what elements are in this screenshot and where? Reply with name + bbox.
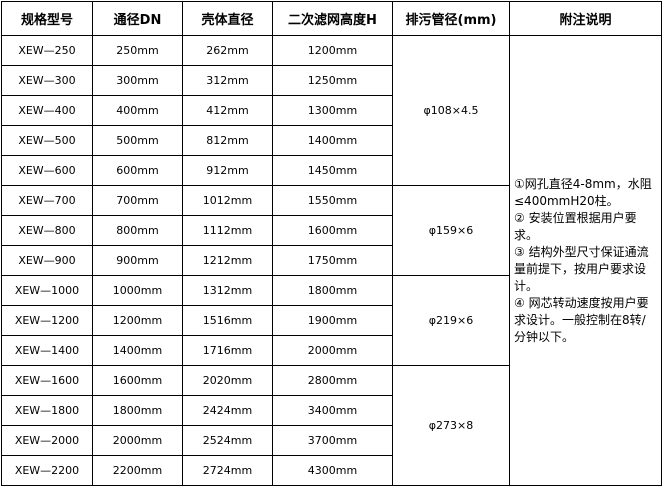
header-shell-diameter: 壳体直径 bbox=[182, 1, 273, 36]
table-row: XEW—600 600mm 912mm 1450mm bbox=[1, 155, 662, 186]
cell-shell-diameter: 1716mm bbox=[182, 335, 273, 366]
header-row: 规格型号 通径DN 壳体直径 二次滤网高度H 排污管径(mm) 附注说明 bbox=[1, 1, 662, 36]
cell-drain-pipe: φ159×6 bbox=[392, 185, 510, 276]
cell-shell-diameter: 2424mm bbox=[182, 395, 273, 426]
table-row: XEW—500 500mm 812mm 1400mm bbox=[1, 125, 662, 156]
cell-model: XEW—2000 bbox=[1, 425, 93, 456]
cell-diameter-dn: 1200mm bbox=[92, 305, 183, 336]
cell-model: XEW—1600 bbox=[1, 365, 93, 396]
cell-filter-height: 1600mm bbox=[272, 215, 393, 246]
cell-model: XEW—600 bbox=[1, 155, 93, 186]
cell-filter-height: 1900mm bbox=[272, 305, 393, 336]
notes-cell: ①网孔直径4-8mm，水阻≤400mmH20柱。 ② 安装位置根据用户要求。 ③ 结… bbox=[509, 35, 662, 486]
cell-filter-height: 3700mm bbox=[272, 425, 393, 456]
cell-shell-diameter: 812mm bbox=[182, 125, 273, 156]
cell-model: XEW—700 bbox=[1, 185, 93, 216]
cell-diameter-dn: 900mm bbox=[92, 245, 183, 276]
header-filter-height: 二次滤网高度H bbox=[272, 1, 393, 36]
cell-filter-height: 1200mm bbox=[272, 35, 393, 66]
cell-drain-pipe: φ273×8 bbox=[392, 365, 510, 486]
cell-filter-height: 2800mm bbox=[272, 365, 393, 396]
cell-model: XEW—800 bbox=[1, 215, 93, 246]
note-item: ② 安装位置根据用户要求。 bbox=[514, 210, 637, 242]
cell-filter-height: 1300mm bbox=[272, 95, 393, 126]
cell-diameter-dn: 2000mm bbox=[92, 425, 183, 456]
cell-filter-height: 1550mm bbox=[272, 185, 393, 216]
header-notes: 附注说明 bbox=[509, 1, 662, 36]
cell-filter-height: 1400mm bbox=[272, 125, 393, 156]
cell-shell-diameter: 262mm bbox=[182, 35, 273, 66]
cell-filter-height: 1450mm bbox=[272, 155, 393, 186]
cell-diameter-dn: 1600mm bbox=[92, 365, 183, 396]
cell-diameter-dn: 250mm bbox=[92, 35, 183, 66]
cell-shell-diameter: 1312mm bbox=[182, 275, 273, 306]
header-model: 规格型号 bbox=[1, 1, 93, 36]
cell-diameter-dn: 1800mm bbox=[92, 395, 183, 426]
cell-diameter-dn: 300mm bbox=[92, 65, 183, 96]
table-row: XEW—1800 1800mm 2424mm 3400mm bbox=[1, 395, 662, 426]
cell-diameter-dn: 1400mm bbox=[92, 335, 183, 366]
table-row: XEW—700 700mm 1012mm 1550mm φ159×6 bbox=[1, 185, 662, 276]
table-row: XEW—300 300mm 312mm 1250mm bbox=[1, 65, 662, 96]
cell-model: XEW—300 bbox=[1, 65, 93, 96]
table-row: XEW—250 250mm 262mm 1200mm φ108×4.5 ①网孔直径4-8m… bbox=[1, 35, 662, 486]
cell-model: XEW—1800 bbox=[1, 395, 93, 426]
cell-filter-height: 2000mm bbox=[272, 335, 393, 366]
cell-filter-height: 1250mm bbox=[272, 65, 393, 96]
cell-diameter-dn: 400mm bbox=[92, 95, 183, 126]
cell-model: XEW—2200 bbox=[1, 455, 93, 486]
cell-drain-pipe: φ108×4.5 bbox=[392, 35, 510, 186]
cell-shell-diameter: 2020mm bbox=[182, 365, 273, 396]
cell-diameter-dn: 700mm bbox=[92, 185, 183, 216]
cell-shell-diameter: 1012mm bbox=[182, 185, 273, 216]
cell-shell-diameter: 312mm bbox=[182, 65, 273, 96]
table-row: XEW—2000 2000mm 2524mm 3700mm bbox=[1, 425, 662, 456]
cell-shell-diameter: 912mm bbox=[182, 155, 273, 186]
cell-shell-diameter: 1212mm bbox=[182, 245, 273, 276]
cell-diameter-dn: 500mm bbox=[92, 125, 183, 156]
cell-model: XEW—400 bbox=[1, 95, 93, 126]
cell-shell-diameter: 412mm bbox=[182, 95, 273, 126]
cell-filter-height: 1800mm bbox=[272, 275, 393, 306]
cell-model: XEW—250 bbox=[1, 35, 93, 66]
table-row: XEW—900 900mm 1212mm 1750mm bbox=[1, 245, 662, 276]
cell-diameter-dn: 1000mm bbox=[92, 275, 183, 306]
cell-model: XEW—900 bbox=[1, 245, 93, 276]
cell-filter-height: 4300mm bbox=[272, 455, 393, 486]
table-row: XEW—400 400mm 412mm 1300mm bbox=[1, 95, 662, 126]
table-row: XEW—800 800mm 1112mm 1600mm bbox=[1, 215, 662, 246]
cell-diameter-dn: 600mm bbox=[92, 155, 183, 186]
cell-model: XEW—1000 bbox=[1, 275, 93, 306]
header-drain-pipe: 排污管径(mm) bbox=[392, 1, 510, 36]
table-row: XEW—1600 1600mm 2020mm 2800mm φ273×8 bbox=[1, 365, 662, 486]
cell-filter-height: 3400mm bbox=[272, 395, 393, 426]
table-row: XEW—1000 1000mm 1312mm 1800mm φ219×6 bbox=[1, 275, 662, 366]
note-item: ③ 结构外型尺寸保证通流量前提下，按用户要求设计。 bbox=[514, 244, 649, 293]
cell-model: XEW—1200 bbox=[1, 305, 93, 336]
header-diameter-dn: 通径DN bbox=[92, 1, 183, 36]
note-item: ④ 网芯转动速度按用户要求设计。一般控制在8转/分钟以下。 bbox=[514, 295, 649, 344]
note-item: ①网孔直径4-8mm，水阻≤400mmH20柱。 bbox=[514, 176, 652, 208]
cell-shell-diameter: 2524mm bbox=[182, 425, 273, 456]
cell-drain-pipe: φ219×6 bbox=[392, 275, 510, 366]
cell-model: XEW—1400 bbox=[1, 335, 93, 366]
cell-shell-diameter: 1516mm bbox=[182, 305, 273, 336]
table-row: XEW—2200 2200mm 2724mm 4300mm bbox=[1, 455, 662, 486]
cell-shell-diameter: 1112mm bbox=[182, 215, 273, 246]
cell-diameter-dn: 2200mm bbox=[92, 455, 183, 486]
cell-diameter-dn: 800mm bbox=[92, 215, 183, 246]
cell-model: XEW—500 bbox=[1, 125, 93, 156]
cell-shell-diameter: 2724mm bbox=[182, 455, 273, 486]
cell-filter-height: 1750mm bbox=[272, 245, 393, 276]
